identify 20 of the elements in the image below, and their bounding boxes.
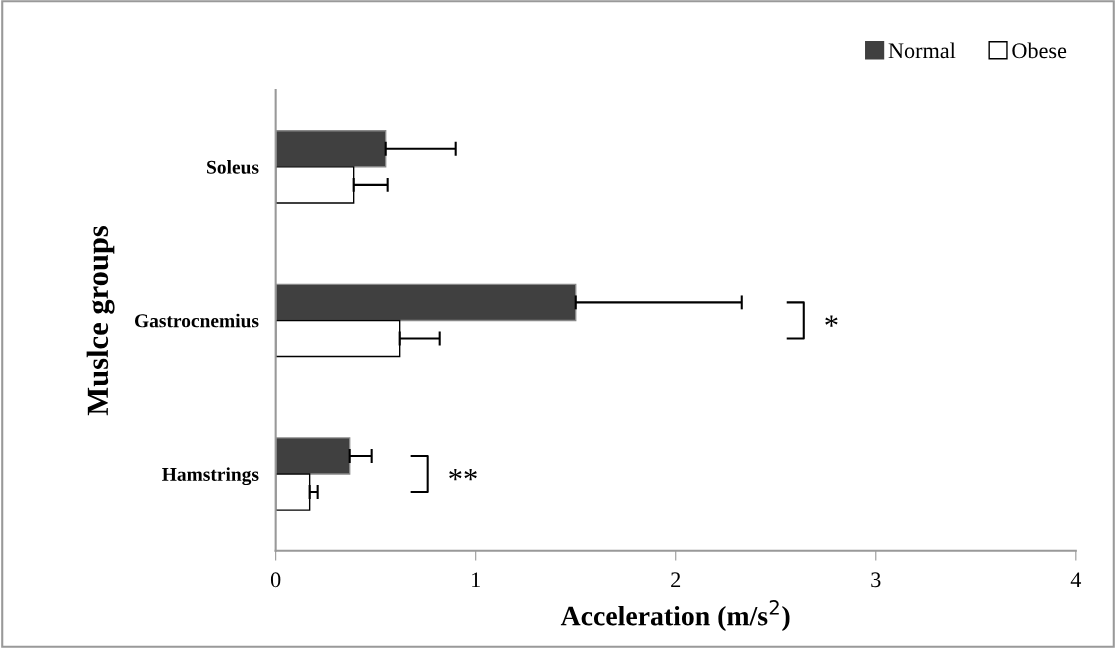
- x-tick-label: 3: [871, 572, 881, 588]
- bar: [275, 437, 351, 475]
- y-tick-label: Gastrocnemius: [134, 313, 259, 328]
- bar: [275, 319, 401, 358]
- x-tick-label: 2: [671, 572, 681, 588]
- x-axis-title: Acceleration (m/s$^{2}$): [560, 600, 790, 632]
- y-axis-title: Muslce groups: [86, 225, 115, 416]
- annotation: *: [825, 315, 838, 327]
- bar: [275, 166, 355, 204]
- legend-label: Obese: [1012, 42, 1067, 59]
- x-tick-label: 0: [270, 572, 281, 588]
- x-tick-label: 1: [472, 572, 480, 588]
- x-tick-label: 4: [1070, 572, 1082, 588]
- annotation: **: [449, 469, 477, 481]
- y-tick-label: Hamstrings: [162, 467, 259, 486]
- legend-label: Normal: [888, 42, 956, 59]
- y-tick-label: Soleus: [207, 160, 259, 174]
- bar: [275, 283, 577, 322]
- bar: [275, 473, 311, 511]
- bar: [275, 130, 387, 168]
